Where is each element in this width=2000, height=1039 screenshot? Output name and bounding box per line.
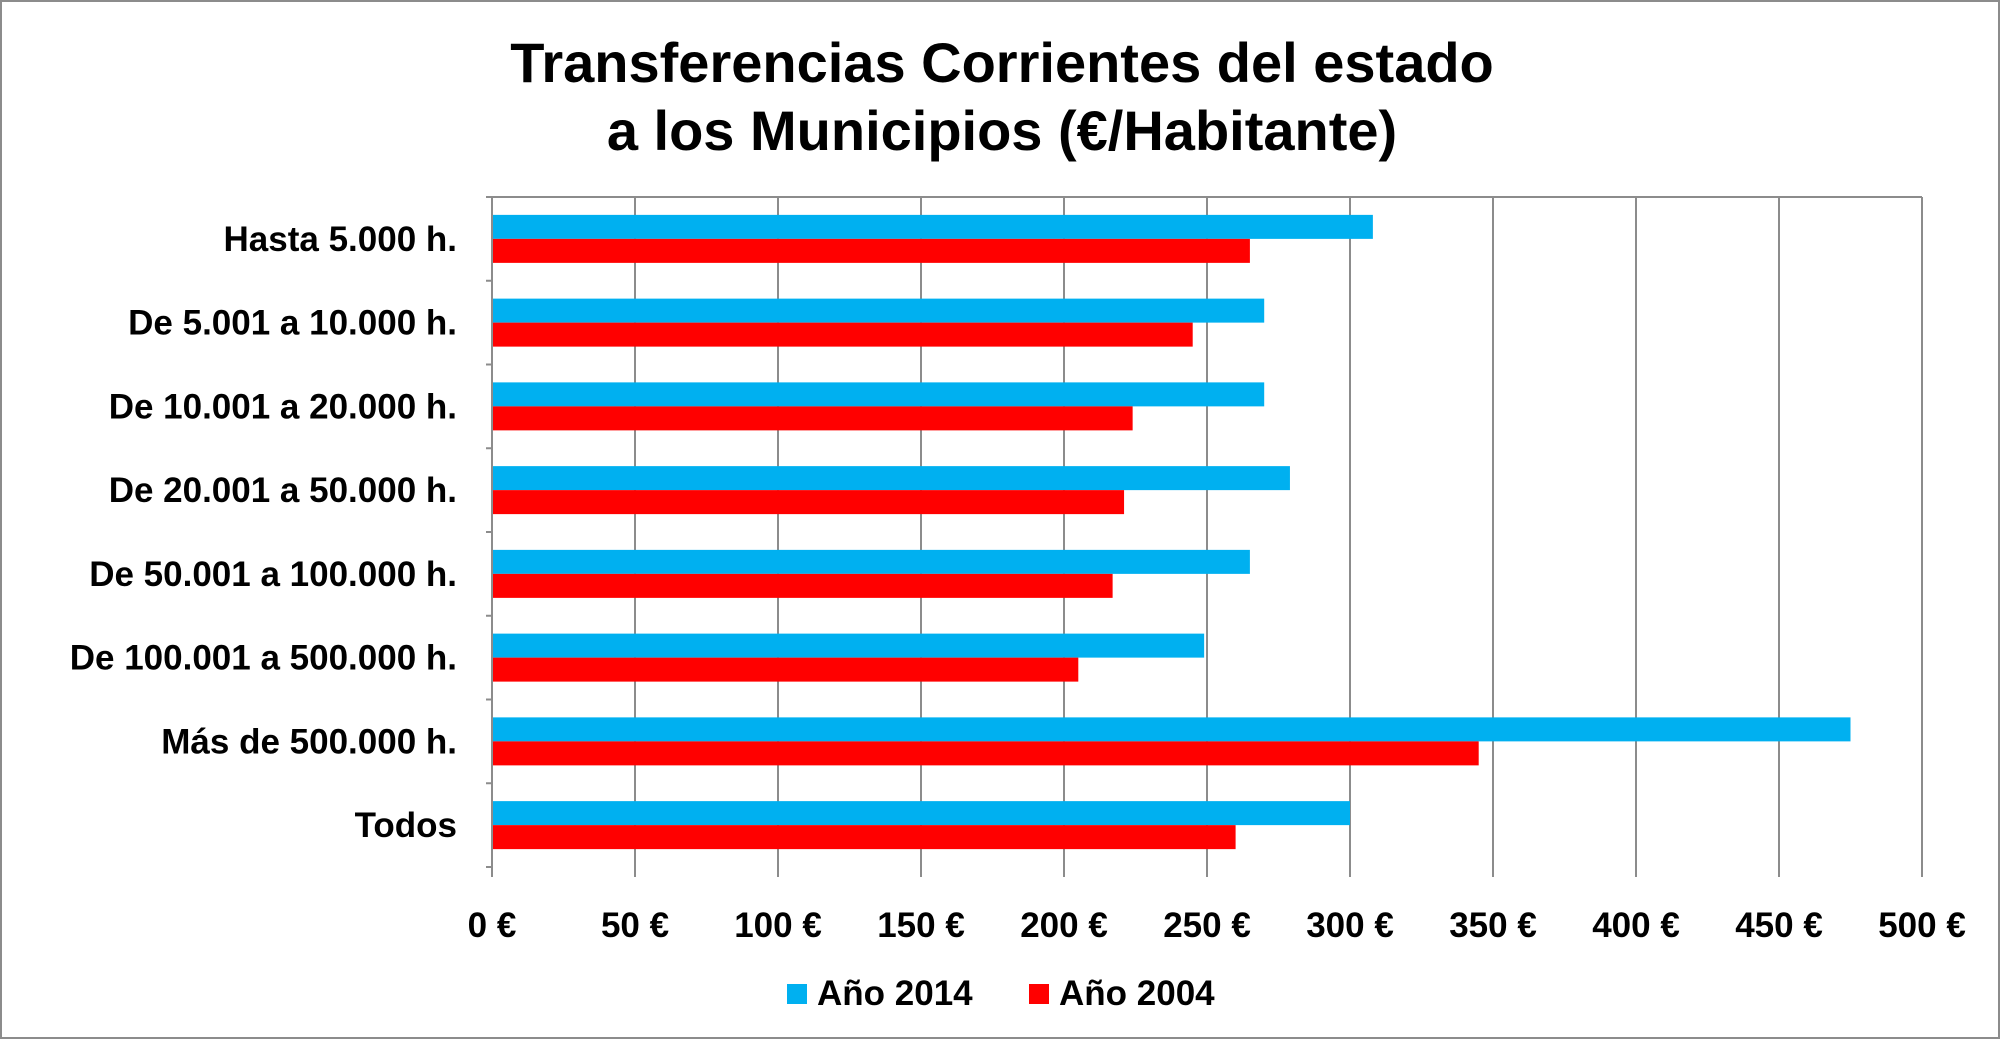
category-label: De 5.001 a 10.000 h. (128, 304, 457, 343)
bar-2014 (493, 214, 1373, 239)
category-label: Hasta 5.000 h. (224, 220, 457, 259)
bar-2004 (493, 573, 1113, 598)
x-tick-label: 250 € (1163, 906, 1251, 945)
bar-2004 (493, 741, 1479, 766)
x-tick-label: 200 € (1020, 906, 1108, 945)
bar-2014 (493, 466, 1290, 491)
legend-label: Año 2004 (1059, 974, 1215, 1013)
x-tick-label: 400 € (1592, 906, 1680, 945)
bar-2014 (493, 717, 1851, 742)
legend-swatch (787, 984, 807, 1004)
bars (493, 214, 1851, 850)
bar-2014 (493, 549, 1250, 574)
legend: Año 2014 Año 2004 (787, 974, 1215, 1013)
category-label: De 50.001 a 100.000 h. (89, 555, 457, 594)
bar-2004 (493, 322, 1193, 347)
legend-label: Año 2014 (817, 974, 973, 1013)
bar-2004 (493, 238, 1250, 263)
bar-2004 (493, 825, 1236, 850)
x-tick-labels: 0 € 50 € 100 € 150 € 200 € 250 € 300 € 350 € 400… (468, 906, 1966, 945)
bar-2004 (493, 406, 1133, 431)
bar-2014 (493, 382, 1265, 407)
x-tick-label: 300 € (1306, 906, 1394, 945)
category-label: De 100.001 a 500.000 h. (70, 639, 457, 678)
bar-2004 (493, 657, 1079, 682)
category-labels: Hasta 5.000 h. De 5.001 a 10.000 h. De 10.… (70, 220, 457, 845)
x-tick-label: 450 € (1735, 906, 1823, 945)
bar-2014 (493, 298, 1265, 323)
category-label: De 10.001 a 20.000 h. (109, 387, 457, 426)
bar-2014 (493, 801, 1350, 826)
x-tick-label: 50 € (601, 906, 669, 945)
x-tick-label: 500 € (1878, 906, 1966, 945)
category-label: Más de 500.000 h. (161, 722, 457, 761)
bar-2004 (493, 490, 1125, 515)
x-tick-label: 100 € (734, 906, 822, 945)
category-label: Todos (355, 806, 457, 845)
x-tick-label: 150 € (877, 906, 965, 945)
x-tick-label: 350 € (1449, 906, 1537, 945)
chart-title-line-1: Transferencias Corrientes del estado (510, 31, 1494, 94)
legend-swatch (1029, 984, 1049, 1004)
x-tick-label: 0 € (468, 906, 517, 945)
chart-title-line-2: a los Municipios (€/Habitante) (607, 99, 1397, 162)
bar-2014 (493, 633, 1205, 658)
category-label: De 20.001 a 50.000 h. (109, 471, 457, 510)
